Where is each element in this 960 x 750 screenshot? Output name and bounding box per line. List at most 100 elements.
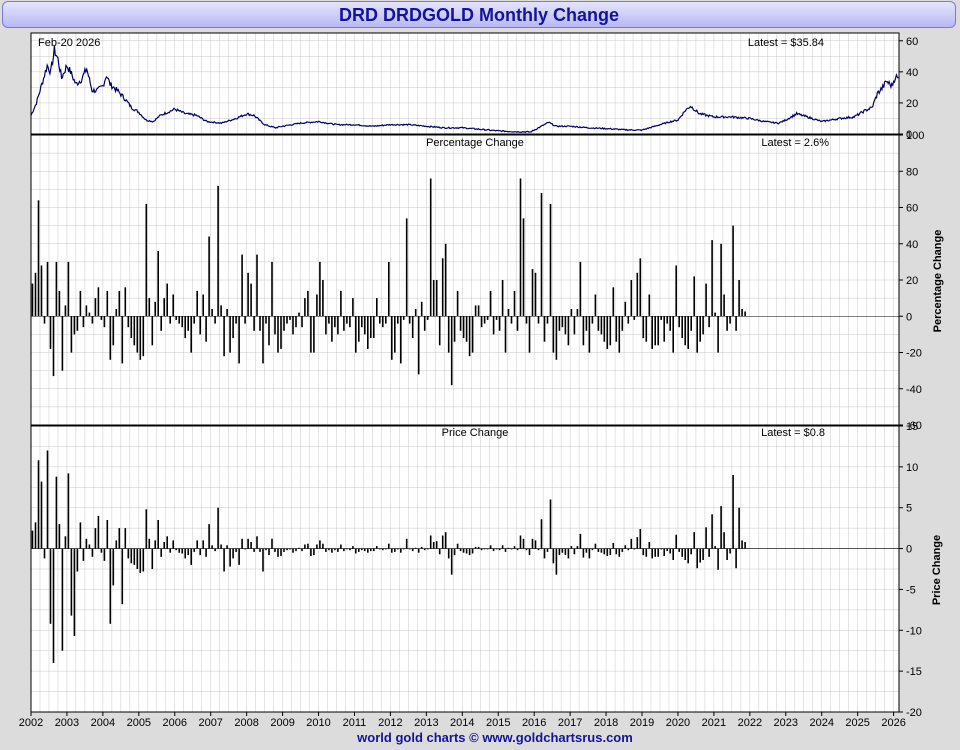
percentage-bar <box>621 316 624 331</box>
price-change-bar <box>459 548 462 552</box>
price-change-bar <box>495 548 498 550</box>
price-change-bar <box>370 548 372 552</box>
panel-borders <box>30 32 903 716</box>
percentage-bar <box>61 316 64 371</box>
percentage-bar <box>591 316 594 324</box>
price-change-bar <box>367 548 369 553</box>
price-change-bar <box>504 548 507 552</box>
percentage-bar <box>190 316 192 353</box>
percentage-bar <box>352 298 354 317</box>
x-tick-label: 2025 <box>845 717 869 729</box>
percentage-bar <box>139 316 142 360</box>
price-change-bar <box>693 532 695 549</box>
price-change-bar <box>516 548 519 551</box>
percentage-bar <box>280 316 282 349</box>
percentage-bar <box>441 258 444 317</box>
price-change-bar <box>208 524 210 549</box>
percentage-bar <box>498 316 501 331</box>
price-change-bar <box>253 548 255 552</box>
price-change-bar <box>334 548 336 551</box>
percentage-bar <box>238 316 240 364</box>
price-change-bar <box>88 544 91 549</box>
price-change-bar <box>247 538 249 549</box>
price-change-bar <box>435 541 438 549</box>
price-change-bar <box>244 548 246 550</box>
percentage-bar <box>666 316 668 324</box>
price-change-bar <box>220 544 222 549</box>
percentage-bar <box>382 316 384 328</box>
price-change-bar <box>181 548 183 554</box>
percentage-bar <box>597 316 600 331</box>
percentage-bar <box>157 251 159 317</box>
price-change-bar <box>121 548 124 605</box>
price-change-bar <box>313 548 315 556</box>
price-change-bar <box>489 545 492 549</box>
price-change-bar <box>298 547 300 549</box>
price-change-bar <box>337 548 339 552</box>
price-change-bar <box>169 548 171 553</box>
percentage-bar <box>699 316 701 342</box>
percentage-bar <box>585 316 588 331</box>
price-change-bar <box>52 548 55 663</box>
percentage-bar <box>606 316 609 349</box>
x-tick-label: 2019 <box>630 717 654 729</box>
price-change-bar <box>151 548 154 569</box>
percentage-bar <box>226 309 228 317</box>
price-change-bar <box>46 450 49 549</box>
percentage-bar <box>723 294 725 317</box>
price-change-bar <box>639 529 642 549</box>
price-change-bar <box>139 548 142 574</box>
percentage-bar <box>540 193 543 317</box>
percentage-bar <box>609 316 612 346</box>
percentage-bar <box>376 298 378 317</box>
price-change-bar <box>618 548 621 557</box>
price-change-bar <box>612 542 615 549</box>
percentage-bar <box>714 312 716 317</box>
percentage-bar <box>696 316 698 353</box>
price-change-bar <box>474 546 477 549</box>
price-change-bar <box>465 548 468 554</box>
price-change-bar <box>741 540 743 549</box>
price-change-bar <box>405 538 408 549</box>
price-change-bar <box>202 540 204 549</box>
percentage-bar <box>522 218 525 317</box>
percentage-bar <box>705 283 707 317</box>
footer-credit: world gold charts © www.goldchartsrus.co… <box>357 730 633 745</box>
price-change-bar <box>67 473 70 549</box>
price-change-bar <box>723 532 725 549</box>
percentage-bar <box>462 316 465 339</box>
price-change-panel-title: Price Change <box>442 427 509 439</box>
percentage-bar <box>729 316 731 324</box>
price-change-bar <box>37 460 40 549</box>
price-change-bar <box>486 548 489 550</box>
price-change-bar <box>55 476 58 549</box>
price-change-bar <box>552 548 555 564</box>
percentage-bar <box>256 254 258 317</box>
price-change-bar <box>118 528 121 549</box>
price-change-bar <box>385 548 387 550</box>
percentage-bar <box>349 316 351 328</box>
price-change-bar <box>714 546 716 549</box>
x-tick-label: 2009 <box>270 717 294 729</box>
percentage-bar <box>55 261 58 317</box>
percentage-bar <box>64 305 67 317</box>
percentage-bar <box>738 280 740 317</box>
percentage-bar <box>663 316 665 342</box>
percentage-bar <box>208 236 210 317</box>
price-change-bar <box>154 540 156 549</box>
percentage-bar <box>325 316 327 335</box>
price-change-bar <box>250 542 252 549</box>
price-change-bar <box>379 548 381 550</box>
percentage-bar <box>97 287 100 317</box>
percentage-bar <box>67 261 70 317</box>
price-change-bar <box>61 548 64 651</box>
percentage-bar <box>154 301 156 317</box>
chart-marks <box>30 45 899 663</box>
percentage-bar <box>630 280 633 317</box>
percentage-bar <box>477 305 480 317</box>
percentage-bar <box>121 316 124 364</box>
price-change-bar <box>534 540 537 549</box>
y-tick-label: 60 <box>906 36 918 48</box>
percentage-bar <box>235 316 237 324</box>
price-change-bar <box>43 548 46 559</box>
